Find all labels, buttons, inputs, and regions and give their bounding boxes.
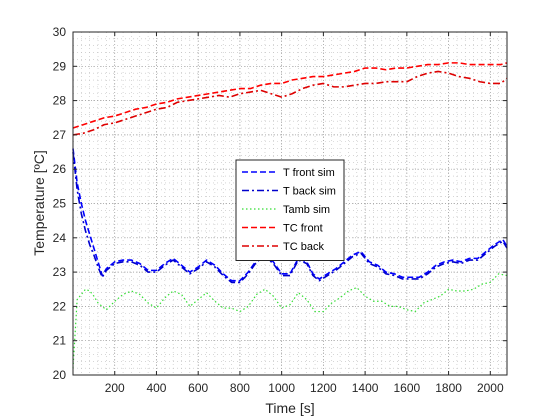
y-tick-label: 24 — [53, 231, 67, 245]
y-tick-label: 27 — [53, 128, 67, 142]
x-tick-label: 1400 — [352, 381, 379, 395]
x-tick-label: 400 — [146, 381, 166, 395]
y-axis-label: Temperature [ºC] — [31, 150, 47, 256]
y-tick-label: 26 — [53, 162, 67, 176]
series-line-t-front-sim — [72, 148, 508, 282]
y-tick-label: 28 — [53, 94, 67, 108]
x-tick-label: 1200 — [310, 381, 337, 395]
legend: T front sim T back sim Tamb sim TC front TC … — [235, 159, 345, 261]
x-tick-label: 1600 — [393, 381, 420, 395]
series-layer — [72, 62, 508, 369]
y-tick-label: 22 — [53, 299, 67, 313]
x-tick-label: 200 — [105, 381, 125, 395]
y-tick-label: 21 — [53, 334, 67, 348]
legend-label: T front sim — [283, 167, 335, 179]
x-tick-label: 2000 — [477, 381, 504, 395]
x-tick-label: 600 — [188, 381, 208, 395]
axis-ticks: 200 400 600 800 1000 1200 1400 1600 1800 2000 20 21… — [53, 25, 507, 395]
legend-label: TC front — [283, 223, 323, 235]
y-tick-label: 25 — [53, 197, 67, 211]
y-tick-label: 29 — [53, 59, 67, 73]
legend-label: Tamb sim — [283, 204, 330, 216]
y-tick-label: 30 — [53, 25, 67, 39]
series-line-tc-back — [72, 70, 508, 136]
x-tick-label: 1000 — [268, 381, 295, 395]
legend-box — [235, 159, 345, 261]
x-tick-label: 1800 — [435, 381, 462, 395]
y-tick-label: 20 — [53, 368, 67, 382]
x-tick-label: 800 — [230, 381, 250, 395]
series-line-tc-front — [72, 62, 508, 129]
x-axis-label: Time [s] — [265, 400, 314, 416]
y-tick-label: 23 — [53, 265, 67, 279]
series-line-t-back-sim — [72, 151, 508, 284]
legend-label: T back sim — [283, 186, 336, 198]
series-line-tamb-sim — [72, 273, 508, 369]
legend-label: TC back — [283, 241, 324, 253]
